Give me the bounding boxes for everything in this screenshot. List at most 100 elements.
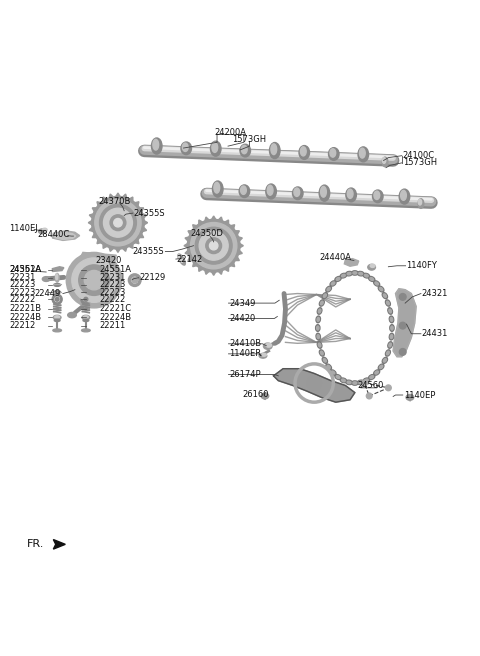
Ellipse shape — [68, 312, 76, 318]
Ellipse shape — [214, 182, 220, 193]
Polygon shape — [89, 214, 93, 218]
Polygon shape — [393, 289, 416, 357]
Ellipse shape — [359, 381, 362, 384]
Ellipse shape — [390, 318, 393, 321]
Polygon shape — [55, 232, 76, 239]
Text: 1140EJ: 1140EJ — [9, 224, 38, 233]
Text: 24200A: 24200A — [215, 128, 246, 137]
Ellipse shape — [322, 293, 327, 298]
Circle shape — [66, 253, 122, 308]
Ellipse shape — [182, 143, 188, 152]
Circle shape — [84, 297, 88, 301]
Polygon shape — [185, 251, 189, 255]
Ellipse shape — [327, 365, 330, 369]
Ellipse shape — [316, 325, 320, 331]
Ellipse shape — [321, 351, 323, 355]
Text: FR.: FR. — [27, 539, 44, 549]
Ellipse shape — [364, 274, 368, 277]
Ellipse shape — [364, 379, 368, 382]
Ellipse shape — [317, 335, 320, 338]
Ellipse shape — [385, 300, 390, 306]
Polygon shape — [199, 220, 203, 224]
Ellipse shape — [335, 375, 341, 379]
Ellipse shape — [213, 181, 223, 197]
Ellipse shape — [346, 272, 352, 276]
Ellipse shape — [259, 354, 267, 358]
Ellipse shape — [336, 376, 340, 379]
Ellipse shape — [383, 157, 386, 163]
Ellipse shape — [42, 228, 47, 232]
Circle shape — [99, 204, 136, 241]
Ellipse shape — [418, 199, 424, 209]
Ellipse shape — [321, 186, 326, 197]
Ellipse shape — [56, 274, 58, 279]
Ellipse shape — [319, 185, 330, 201]
Ellipse shape — [357, 380, 364, 384]
Text: 24560: 24560 — [357, 381, 384, 390]
Ellipse shape — [382, 358, 387, 363]
Polygon shape — [77, 253, 116, 266]
Ellipse shape — [347, 272, 351, 275]
Ellipse shape — [391, 326, 393, 330]
Ellipse shape — [380, 287, 383, 291]
Polygon shape — [393, 289, 416, 357]
Ellipse shape — [357, 272, 364, 276]
Text: 24362A: 24362A — [9, 265, 42, 274]
Ellipse shape — [346, 188, 356, 202]
Circle shape — [72, 258, 116, 302]
Polygon shape — [109, 247, 113, 251]
Ellipse shape — [316, 333, 321, 340]
Ellipse shape — [299, 146, 310, 159]
Ellipse shape — [353, 382, 357, 384]
Ellipse shape — [406, 394, 414, 400]
Circle shape — [132, 277, 138, 283]
Polygon shape — [92, 234, 96, 237]
Text: 24410B: 24410B — [229, 339, 262, 348]
Polygon shape — [52, 231, 80, 240]
Ellipse shape — [389, 343, 391, 347]
Ellipse shape — [327, 287, 330, 291]
Ellipse shape — [240, 186, 246, 194]
Text: 22223: 22223 — [100, 280, 126, 289]
Text: 1140FY: 1140FY — [407, 261, 437, 270]
Ellipse shape — [389, 309, 391, 313]
Ellipse shape — [380, 365, 383, 369]
Polygon shape — [274, 369, 355, 402]
Circle shape — [206, 237, 222, 254]
Circle shape — [399, 348, 406, 356]
Ellipse shape — [363, 378, 370, 382]
Ellipse shape — [336, 277, 340, 280]
Ellipse shape — [317, 326, 319, 330]
Text: 1140ER: 1140ER — [229, 350, 262, 358]
Ellipse shape — [212, 142, 217, 152]
Text: 22449: 22449 — [35, 289, 61, 298]
Polygon shape — [143, 228, 146, 232]
Polygon shape — [103, 197, 107, 201]
Ellipse shape — [324, 359, 326, 362]
Ellipse shape — [368, 264, 375, 270]
Ellipse shape — [326, 364, 332, 370]
Ellipse shape — [54, 319, 60, 321]
Ellipse shape — [386, 301, 389, 305]
Ellipse shape — [342, 274, 345, 277]
Ellipse shape — [241, 146, 247, 154]
Ellipse shape — [321, 301, 323, 305]
Ellipse shape — [84, 274, 86, 279]
Ellipse shape — [331, 282, 335, 285]
Ellipse shape — [82, 316, 90, 319]
Ellipse shape — [317, 308, 322, 314]
Ellipse shape — [53, 329, 61, 332]
Text: 24350D: 24350D — [190, 229, 223, 238]
Ellipse shape — [346, 380, 352, 384]
Circle shape — [366, 393, 372, 399]
Polygon shape — [52, 267, 64, 272]
Circle shape — [84, 270, 104, 290]
Text: 24355S: 24355S — [133, 247, 164, 256]
Ellipse shape — [372, 190, 383, 203]
Ellipse shape — [267, 185, 273, 195]
Ellipse shape — [319, 300, 324, 306]
Text: 1140EP: 1140EP — [404, 390, 435, 400]
Ellipse shape — [55, 316, 60, 318]
Ellipse shape — [390, 325, 394, 331]
Ellipse shape — [386, 351, 389, 355]
